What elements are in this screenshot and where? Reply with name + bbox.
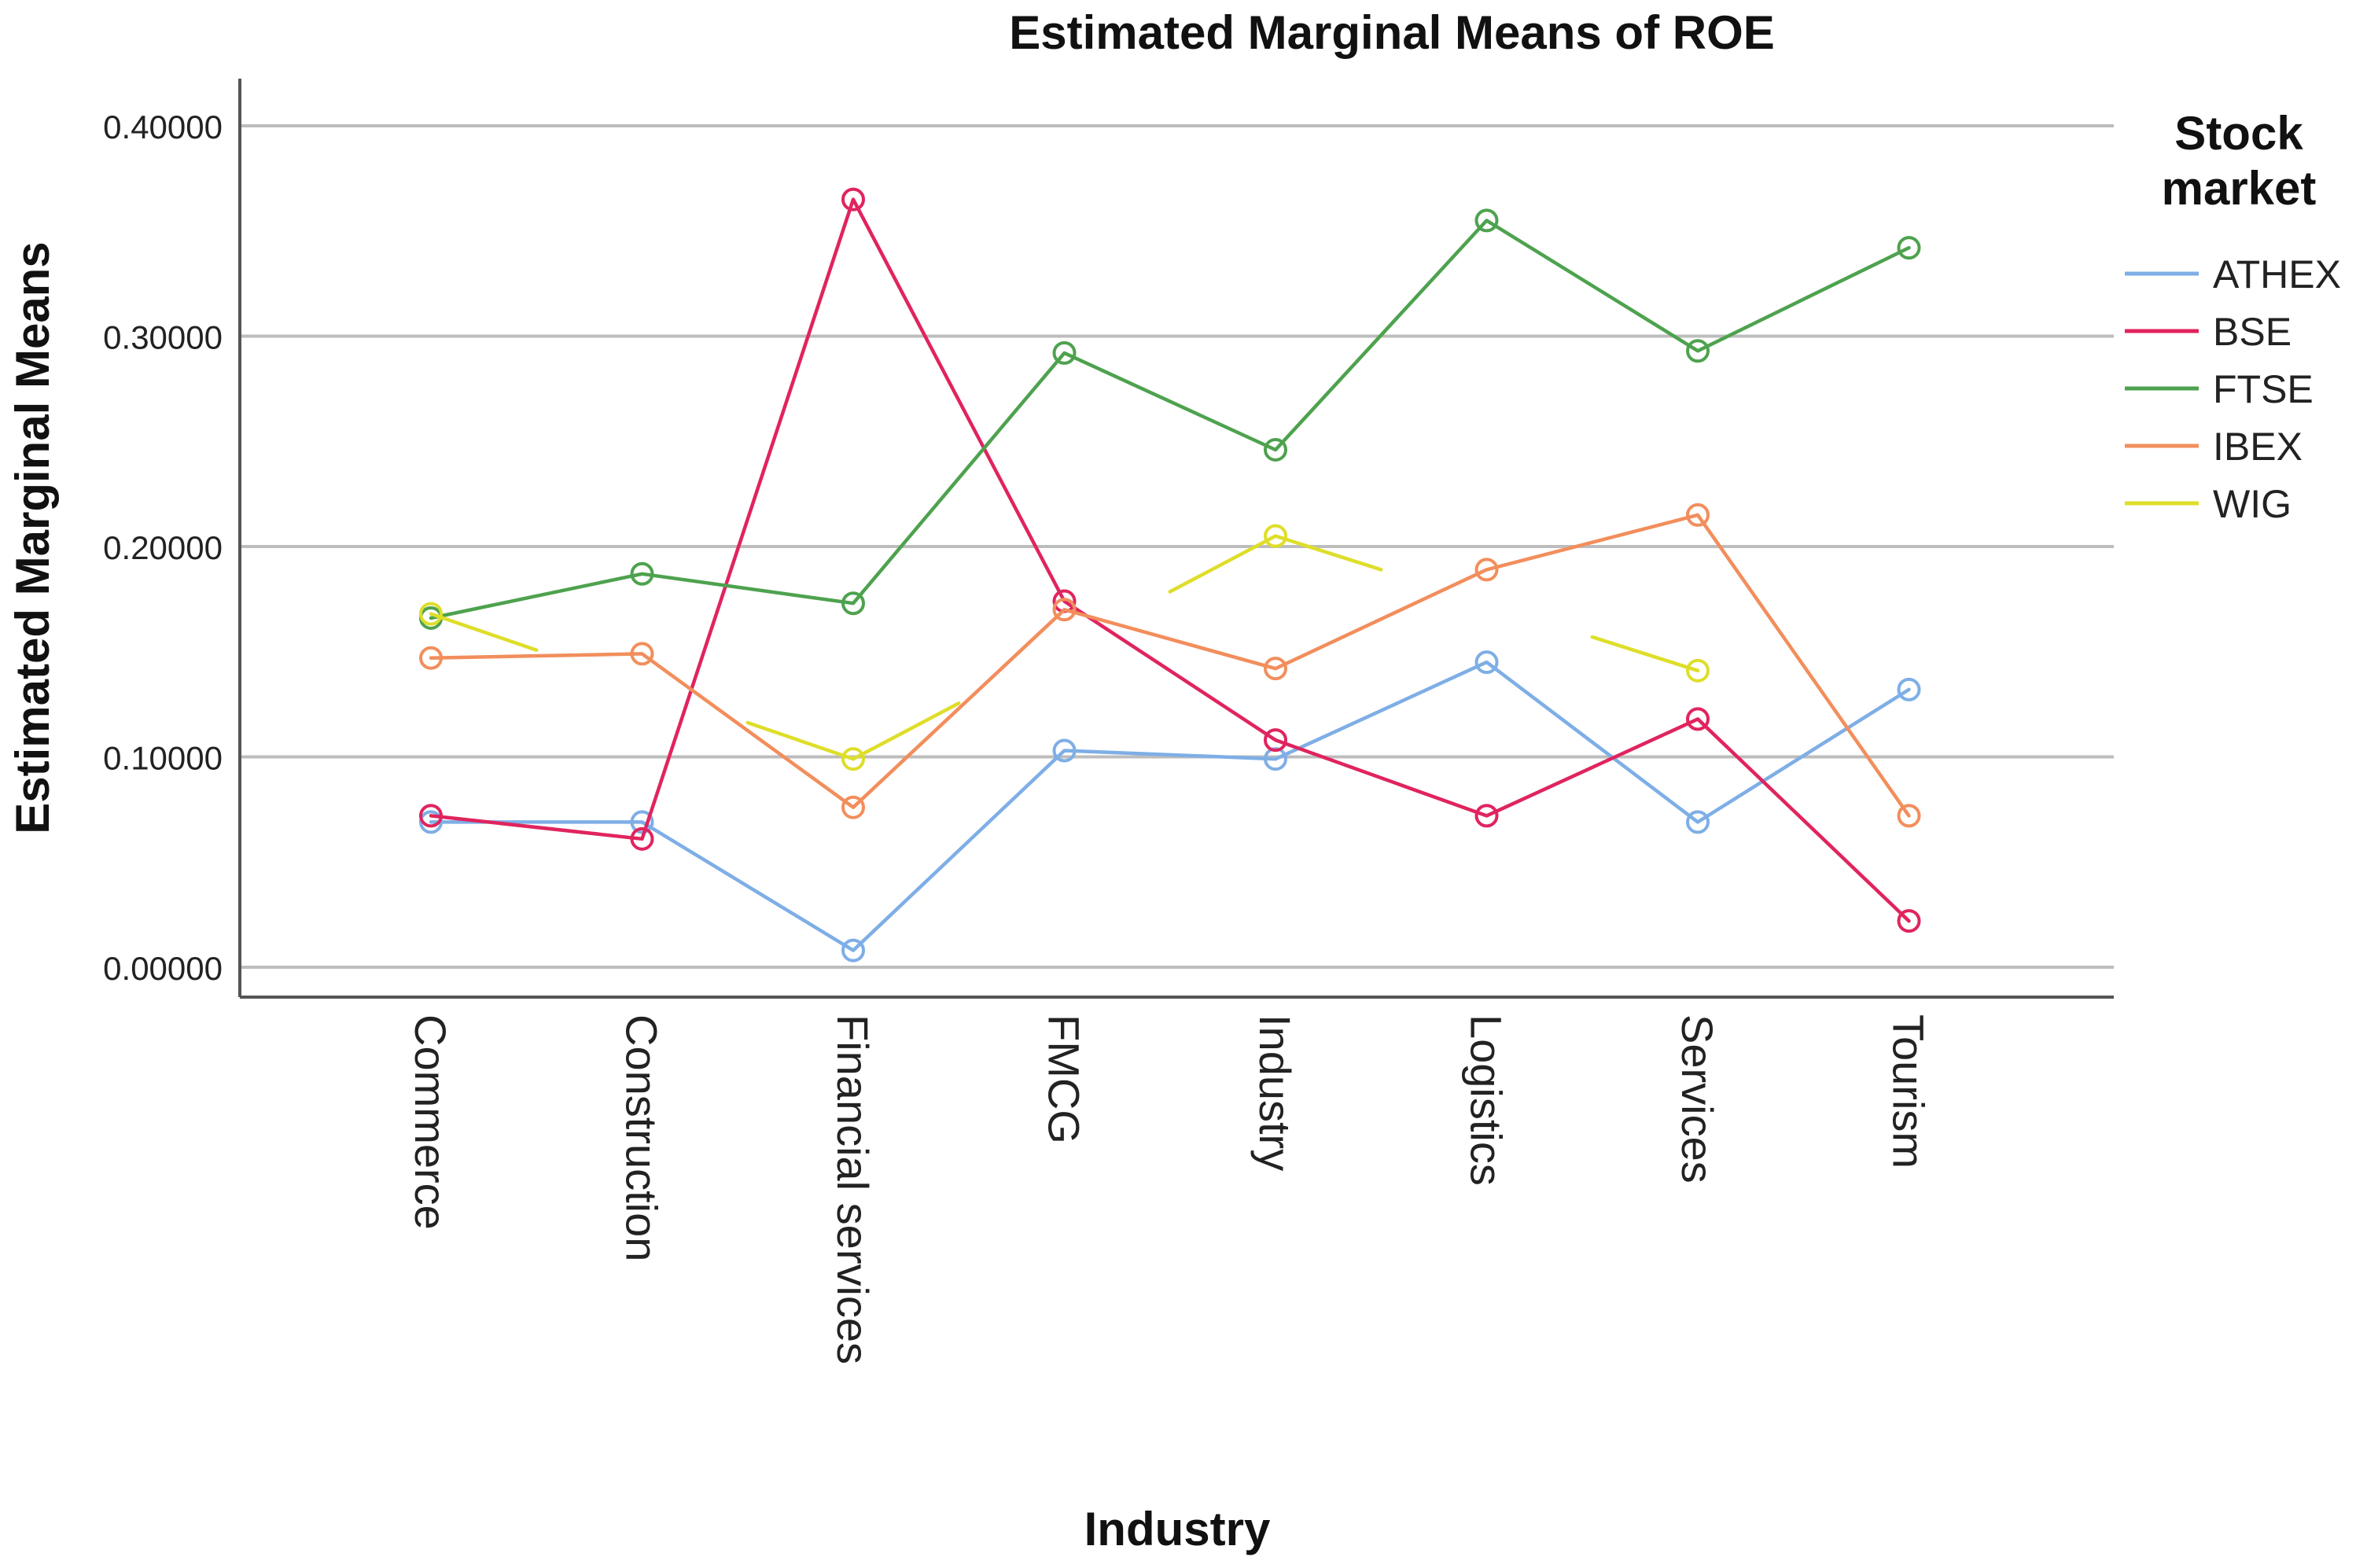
data-point-ftse-4: [1264, 437, 1287, 462]
legend-item-wig: WIG: [2125, 482, 2292, 526]
gridlines: [240, 124, 2114, 969]
x-tick-label: Financial services: [828, 1014, 878, 1364]
series-segment-wig: [745, 720, 856, 761]
legend-label: FTSE: [2213, 367, 2314, 411]
legend-item-ftse: FTSE: [2125, 367, 2314, 411]
data-point-athex-5: [1474, 650, 1499, 675]
data-point-ibex-1: [630, 642, 654, 666]
series-line-athex: [429, 660, 1911, 952]
series-segment-wig: [1273, 534, 1383, 572]
data-point-ftse-7: [1897, 236, 1921, 260]
data-point-ibex-3: [1052, 598, 1077, 622]
legend-item-ibex: IBEX: [2125, 425, 2303, 469]
data-point-bse-7: [1897, 909, 1921, 933]
y-tick-labels: 0.00000 0.10000 0.20000 0.30000 0.40000: [103, 109, 223, 987]
x-tick-labels: Commerce Construction Financial services FM…: [406, 1014, 1934, 1364]
data-point-wig-0: [419, 602, 443, 626]
data-point-ftse-1: [630, 561, 654, 586]
series-line-ftse: [429, 219, 1911, 620]
chart-title: Estimated Marginal Means of ROE: [1009, 6, 1775, 59]
legend-item-bse: BSE: [2125, 310, 2292, 354]
series-bse: [419, 187, 1921, 933]
data-point-athex-3: [1052, 738, 1077, 763]
data-point-bse-5: [1474, 804, 1499, 828]
data-point-ibex-7: [1897, 804, 1921, 828]
series-segment-wig: [851, 701, 961, 761]
data-point-ftse-6: [1686, 339, 1710, 363]
data-point-ibex-2: [841, 795, 865, 819]
data-point-bse-6: [1686, 707, 1710, 731]
y-tick-label: 0.30000: [103, 319, 223, 356]
x-tick-label: FMCG: [1040, 1014, 1089, 1144]
data-point-athex-0: [419, 810, 443, 834]
x-tick-label: Services: [1673, 1014, 1722, 1183]
y-tick-label: 0.20000: [103, 529, 223, 566]
data-point-wig-2: [841, 747, 865, 771]
data-point-bse-2: [841, 187, 865, 212]
y-tick-label: 0.40000: [103, 109, 223, 145]
data-point-ftse-3: [1052, 340, 1077, 365]
y-tick-label: 0.10000: [103, 740, 223, 777]
legend-label: WIG: [2213, 482, 2292, 526]
x-tick-label: Logistics: [1462, 1014, 1511, 1186]
series-line-ibex: [429, 513, 1911, 818]
series-segment-wig: [429, 612, 539, 652]
data-point-bse-4: [1264, 728, 1287, 753]
x-tick-label: Commerce: [406, 1014, 455, 1230]
x-tick-label: Construction: [617, 1014, 667, 1261]
data-point-bse-1: [630, 826, 654, 851]
legend-item-athex: ATHEX: [2125, 252, 2341, 296]
y-tick-label: 0.00000: [103, 950, 223, 987]
series-ibex: [419, 502, 1921, 828]
data-point-wig-6: [1686, 658, 1710, 683]
series-line-bse: [429, 197, 1911, 923]
legend: Stock market ATHEX BSE FTSE IBEX WIG: [2125, 107, 2341, 526]
data-point-ibex-5: [1474, 558, 1499, 582]
data-point-ibex-4: [1264, 657, 1287, 681]
legend-label: BSE: [2213, 310, 2292, 354]
y-axis-title: Estimated Marginal Means: [6, 241, 59, 834]
data-point-ftse-2: [841, 591, 865, 616]
data-point-bse-0: [419, 804, 443, 828]
legend-title: Stock market: [2162, 107, 2317, 215]
series-segment-wig: [1590, 635, 1700, 673]
series-athex: [419, 650, 1921, 963]
x-axis-title: Industry: [1084, 1503, 1271, 1555]
data-point-ibex-0: [419, 646, 443, 670]
series-group: [419, 187, 1921, 963]
axes: [238, 79, 2114, 999]
x-tick-label: Tourism: [1884, 1014, 1934, 1169]
data-point-ftse-5: [1474, 208, 1499, 233]
data-point-athex-2: [841, 938, 865, 963]
data-point-ibex-6: [1686, 502, 1710, 527]
data-point-wig-4: [1264, 524, 1287, 548]
series-wig: [419, 524, 1710, 771]
series-segment-wig: [1168, 534, 1278, 594]
legend-label: ATHEX: [2213, 252, 2341, 296]
legend-label: IBEX: [2213, 425, 2303, 469]
x-tick-label: Industry: [1250, 1014, 1300, 1171]
series-ftse: [419, 208, 1921, 630]
data-point-athex-6: [1686, 810, 1710, 834]
data-point-athex-1: [630, 810, 654, 834]
data-point-athex-7: [1897, 677, 1921, 701]
